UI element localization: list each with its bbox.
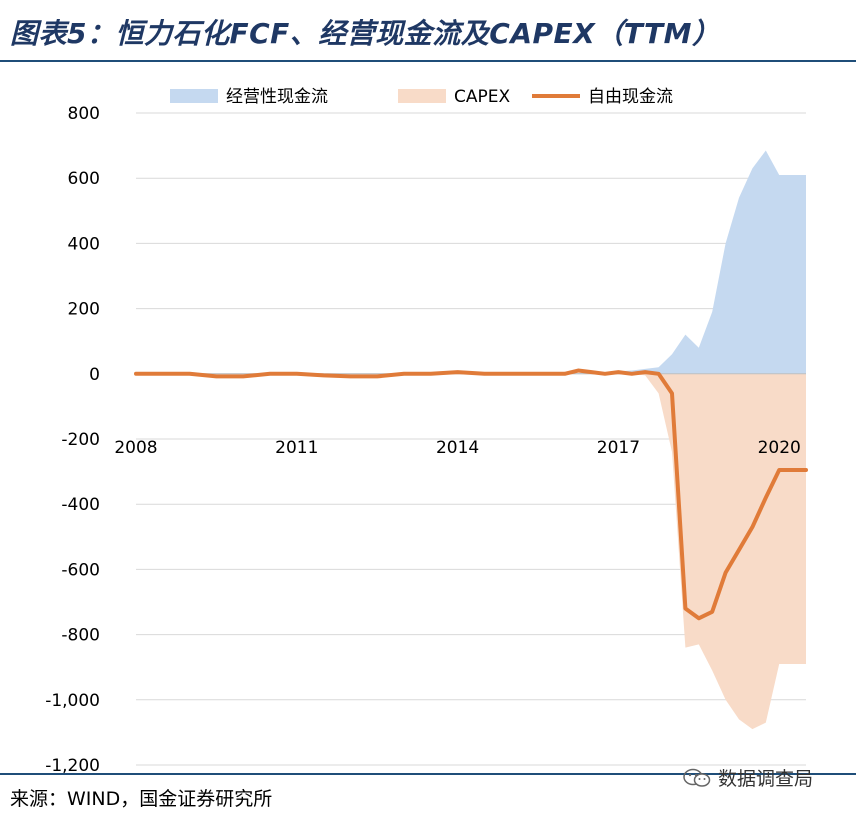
source-note: 来源：WIND，国金证券研究所 (10, 788, 273, 810)
watermark-text: 数据调查局 (718, 768, 814, 790)
x-tick-label: 2011 (275, 438, 318, 458)
y-tick-label: -400 (61, 495, 100, 515)
x-axis-ticks: 2008 2011 2014 2017 2020 (114, 438, 800, 458)
y-tick-label: -1,000 (45, 691, 100, 711)
wechat-icon (683, 768, 711, 787)
y-tick-label: 200 (68, 300, 100, 320)
title-underline (0, 60, 856, 62)
x-tick-label: 2020 (758, 438, 801, 458)
watermark: 数据调查局 (682, 764, 813, 791)
chart-legend: 经营性现金流 CAPEX 自由现金流 (170, 87, 673, 107)
y-tick-label: 0 (89, 365, 100, 385)
legend-label: CAPEX (454, 87, 510, 107)
y-tick-label: -200 (61, 430, 100, 450)
area-operating-cash-flow (136, 150, 806, 374)
y-tick-label: 800 (68, 104, 100, 124)
footer-rule (0, 773, 856, 775)
y-tick-label: 400 (68, 234, 100, 254)
y-tick-label: 600 (68, 169, 100, 189)
x-tick-label: 2008 (114, 438, 157, 458)
report-header: 图表5：恒力石化FCF、经营现金流及CAPEX（TTM） (0, 0, 856, 62)
line-free-cash-flow (134, 368, 808, 621)
legend-swatch (170, 89, 218, 103)
y-tick-label: -800 (61, 626, 100, 646)
legend-label: 自由现金流 (588, 87, 673, 107)
x-tick-label: 2014 (436, 438, 479, 458)
x-tick-label: 2017 (597, 438, 640, 458)
legend-swatch (398, 89, 446, 103)
line-series (134, 368, 808, 621)
area-series (136, 150, 806, 730)
legend-label: 经营性现金流 (226, 87, 328, 107)
cash-flow-chart: 800 600 400 200 0 -200 -400 -600 -800 -1,000 -1,20… (45, 87, 808, 774)
chart-title: 图表5：恒力石化FCF、经营现金流及CAPEX（TTM） (10, 17, 721, 50)
y-tick-label: -1,200 (45, 756, 100, 774)
area-capex (136, 373, 806, 730)
y-tick-label: -600 (61, 560, 100, 580)
y-axis-ticks: 800 600 400 200 0 -200 -400 -600 -800 -1,000 -1,20… (45, 104, 100, 774)
